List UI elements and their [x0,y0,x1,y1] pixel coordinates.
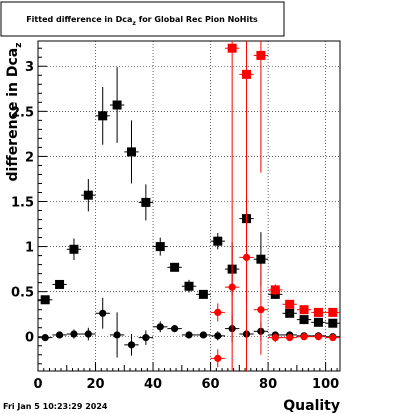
data-point-square [328,307,338,317]
data-point-circle [199,331,207,339]
data-point-square [69,244,79,254]
data-point-circle [113,331,121,339]
title-rest: for Global Rec Pion NoHits [136,15,258,24]
data-point-circle [55,331,64,339]
data-point-circle [70,330,78,338]
x-axis-label: Quality [283,398,340,414]
x-tick-label: 60 [202,377,220,392]
y-tick-label: 2.5 [11,105,34,120]
data-point-square [213,236,223,246]
data-point-circle [142,334,150,342]
data-point-circle [214,308,222,316]
y-tick-label: 1.5 [11,195,34,210]
grid-layer [38,41,340,371]
y-tick-label: 2 [25,150,34,165]
data-point-circle [171,325,179,333]
series-1 [38,297,340,358]
y-tick-label: 0.5 [11,286,34,301]
title-box [0,1,285,37]
date-stamp: Fri Jan 5 10:23:29 2024 [3,402,108,411]
data-point-square [112,100,122,110]
data-point-square [285,308,295,318]
data-point-circle [156,323,164,331]
data-point-square [170,262,180,272]
data-point-circle [257,306,265,314]
data-point-square [227,43,237,53]
data-point-square [285,299,295,309]
y-tick-label: 0 [25,331,34,346]
data-point-square [242,69,252,79]
data-point-square [256,254,266,264]
data-point-square [141,197,151,207]
data-point-square [270,285,280,295]
x-tick-label: 40 [144,377,162,392]
data-point-square [328,318,338,328]
x-tick-label: 20 [86,377,104,392]
chart-title: Fitted difference in Dcaz for Global Rec… [26,15,258,27]
data-point-square [126,147,136,157]
data-point-circle [214,332,222,340]
data-point-circle [300,333,308,341]
data-point-square [155,242,165,252]
data-point-square [83,190,93,200]
marks-layer [38,41,340,371]
data-point-circle [214,354,222,362]
series-3 [210,212,340,368]
data-point-circle [228,283,236,291]
data-point-square [198,289,208,299]
data-point-square [40,295,50,305]
x-tick-label: 100 [312,377,339,392]
data-point-circle [242,253,251,261]
data-point-circle [286,334,294,342]
data-point-circle [41,334,49,342]
y-tick-label: 1 [25,241,34,256]
data-point-square [313,317,323,327]
y-axis-label-sub: z [14,43,24,48]
data-point-circle [329,334,337,342]
title-sub: z [132,20,136,27]
data-point-circle [185,331,193,339]
data-point-square [313,307,323,317]
data-point-square [98,111,108,121]
title-main: Fitted difference in Dca [26,15,132,24]
data-point-square [299,305,309,315]
data-point-circle [99,309,107,317]
data-point-square [55,279,65,289]
axis-layer: 0 20 40 60 80 100 0 0.5 1 1.5 2 2.5 3 [11,47,339,392]
x-tick-label: 0 [33,377,42,392]
plot-frame [37,40,341,372]
data-point-square [256,50,266,60]
series-0 [38,67,340,328]
series-2 [224,41,340,371]
y-tick-label: 3 [25,60,34,75]
data-point-circle [314,333,323,341]
data-point-square [184,281,194,291]
data-point-circle [271,334,279,342]
data-point-circle [127,341,136,349]
data-point-circle [84,330,92,338]
x-tick-label: 80 [259,377,277,392]
y-axis-label: difference in Dcaz [5,43,24,182]
data-point-square [299,315,309,325]
y-axis-label-main: difference in Dca [5,48,21,182]
